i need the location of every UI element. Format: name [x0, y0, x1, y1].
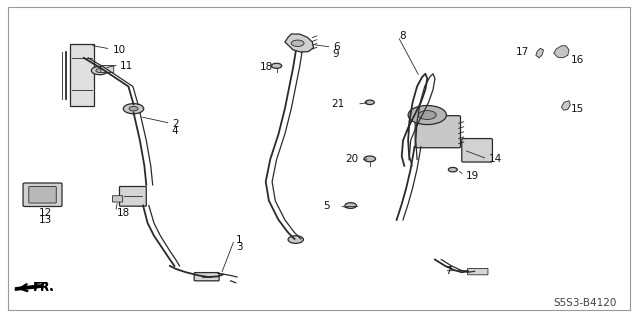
Text: 21: 21 — [331, 99, 344, 109]
Circle shape — [271, 63, 282, 68]
Text: 15: 15 — [571, 104, 584, 114]
Circle shape — [408, 106, 447, 124]
Text: 2: 2 — [172, 119, 179, 129]
Polygon shape — [15, 284, 42, 291]
Circle shape — [291, 40, 304, 47]
Circle shape — [92, 66, 108, 75]
Text: 6: 6 — [333, 42, 339, 52]
Text: 16: 16 — [570, 56, 584, 65]
Text: 17: 17 — [516, 47, 529, 57]
FancyBboxPatch shape — [23, 183, 62, 206]
FancyBboxPatch shape — [462, 138, 492, 162]
Text: 8: 8 — [399, 31, 406, 41]
Text: FR.: FR. — [34, 283, 54, 293]
Text: 10: 10 — [113, 45, 125, 55]
Text: 18: 18 — [117, 208, 130, 218]
Text: 3: 3 — [236, 241, 243, 251]
Text: 11: 11 — [120, 61, 132, 71]
Circle shape — [288, 236, 303, 243]
Polygon shape — [536, 48, 543, 58]
Text: 18: 18 — [259, 62, 273, 72]
Circle shape — [365, 100, 374, 105]
Text: 4: 4 — [172, 126, 179, 136]
Text: S5S3-B4120: S5S3-B4120 — [554, 298, 617, 308]
Circle shape — [96, 69, 104, 72]
Polygon shape — [285, 34, 314, 52]
FancyBboxPatch shape — [29, 187, 56, 203]
Text: 13: 13 — [39, 215, 52, 226]
Text: FR.: FR. — [33, 281, 54, 294]
FancyBboxPatch shape — [70, 44, 94, 106]
Circle shape — [345, 203, 356, 208]
Circle shape — [449, 167, 458, 172]
Text: 14: 14 — [488, 154, 502, 165]
Circle shape — [124, 104, 144, 114]
Text: 19: 19 — [466, 171, 479, 181]
FancyBboxPatch shape — [120, 187, 147, 206]
Text: 7: 7 — [445, 266, 452, 276]
Circle shape — [419, 111, 436, 120]
Circle shape — [364, 156, 376, 162]
Text: 5: 5 — [324, 201, 330, 211]
FancyBboxPatch shape — [415, 116, 461, 148]
Text: 12: 12 — [39, 209, 52, 219]
Text: 1: 1 — [236, 234, 243, 245]
Polygon shape — [561, 101, 570, 110]
FancyBboxPatch shape — [101, 65, 114, 72]
Polygon shape — [554, 46, 569, 58]
FancyBboxPatch shape — [194, 272, 219, 281]
Text: 20: 20 — [346, 154, 358, 165]
FancyBboxPatch shape — [113, 196, 123, 202]
FancyBboxPatch shape — [467, 269, 488, 275]
Circle shape — [129, 107, 138, 111]
Text: 9: 9 — [333, 49, 339, 59]
